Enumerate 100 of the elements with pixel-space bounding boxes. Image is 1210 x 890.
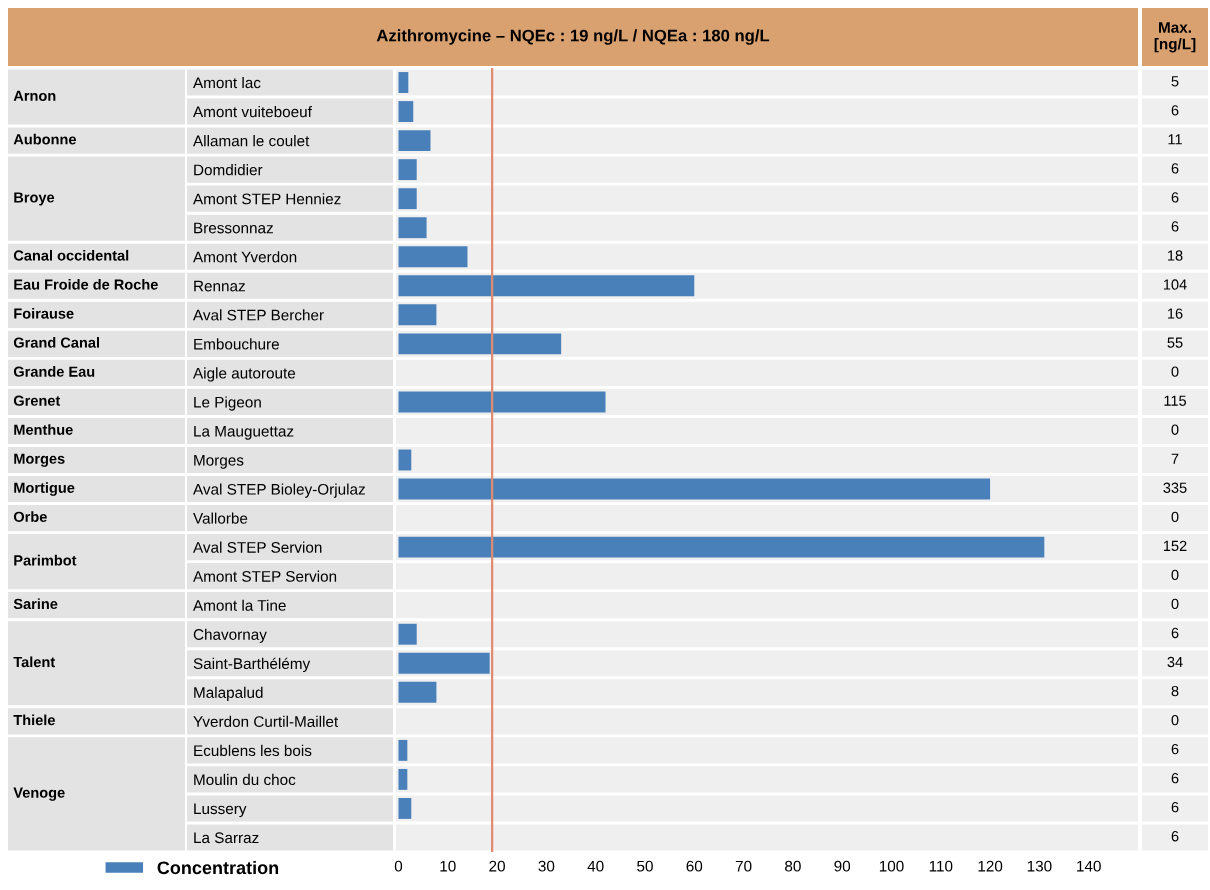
- legend-label: Concentration: [157, 860, 279, 875]
- bar: [398, 130, 431, 152]
- text: 0: [1171, 598, 1179, 610]
- bar: [398, 72, 409, 93]
- x-tick-label: 90: [834, 860, 851, 872]
- category-label: Menthue: [14, 424, 73, 435]
- text: 11: [1168, 134, 1182, 145]
- category-label: Grenet: [13, 395, 61, 406]
- x-tick-label: 10: [440, 860, 456, 872]
- text: 0: [1171, 511, 1179, 522]
- y-tick-label: Embouchure: [194, 338, 279, 350]
- category-label: Sarine: [13, 598, 58, 610]
- category-label: Foirause: [14, 308, 74, 319]
- text: 55: [1167, 337, 1183, 348]
- bar: [398, 681, 437, 703]
- bar: [398, 391, 606, 413]
- category-label: Thiele: [13, 714, 55, 726]
- category-label: Canal occidental: [13, 249, 129, 261]
- category-label: Mortigue: [14, 482, 75, 496]
- y-tick-label: Rennaz: [194, 280, 245, 292]
- category-label: Orbe: [13, 511, 47, 522]
- y-tick-label: Bressonnaz: [194, 222, 273, 234]
- text: 115: [1164, 395, 1187, 406]
- bar: [398, 333, 562, 355]
- x-tick-label: 120: [978, 860, 1003, 872]
- text: 152: [1163, 540, 1187, 552]
- text: 6: [1171, 221, 1179, 232]
- x-tick-label: 0: [394, 860, 403, 872]
- x-tick-label: 40: [587, 860, 604, 872]
- y-tick-label: Aigle autoroute: [193, 367, 296, 382]
- category-label: Grand Canal: [13, 337, 99, 348]
- bar: [398, 739, 408, 761]
- bar: [398, 188, 417, 210]
- y-tick-label: Le Pigeon: [194, 396, 261, 411]
- y-tick-label: Aval STEP Bercher: [193, 309, 324, 321]
- x-tick-label: 130: [1027, 860, 1052, 872]
- text: Max. [ng/L]: [1154, 22, 1196, 53]
- y-tick-label: La Sarraz: [194, 832, 259, 844]
- chart-title: Azithromycine – NQEc : 19 ng/L / NQEa : 180 ng/L: [376, 29, 770, 45]
- y-tick-label: Malapalud: [194, 686, 263, 701]
- y-tick-label: Ecublens les bois: [194, 744, 312, 757]
- y-tick-label: Chavornay: [193, 628, 267, 643]
- category-label: Broye: [14, 192, 55, 206]
- bar: [398, 101, 414, 123]
- x-tick-label: 20: [489, 860, 505, 872]
- x-tick-label: 140: [1077, 860, 1101, 872]
- text: 6: [1171, 627, 1179, 639]
- y-tick-label: Vallorbe: [193, 512, 248, 524]
- category-label: Arnon: [13, 90, 56, 101]
- text: 5: [1171, 76, 1179, 87]
- x-tick-label: 70: [735, 860, 752, 872]
- y-tick-label: Amont la Tine: [193, 599, 286, 611]
- category-label: Aubonne: [13, 133, 76, 145]
- y-tick-label: Domdidier: [194, 164, 263, 176]
- text: 6: [1171, 743, 1179, 755]
- text: 8: [1171, 685, 1179, 697]
- y-tick-label: Lussery: [194, 803, 247, 818]
- y-tick-label: Yverdon Curtil-Maillet: [193, 715, 339, 728]
- y-tick-label: Amont STEP Henniez: [193, 193, 341, 205]
- text: 6: [1171, 163, 1179, 174]
- text: 0: [1171, 714, 1179, 726]
- y-tick-label: Moulin du choc: [194, 773, 296, 786]
- y-tick-label: Aval STEP Servion: [193, 541, 322, 553]
- bar: [398, 159, 417, 181]
- x-tick-label: 100: [879, 860, 904, 872]
- category-label: Venoge: [13, 787, 65, 801]
- y-tick-label: Allaman le coulet: [193, 135, 310, 147]
- bar: [398, 304, 437, 326]
- bar: [398, 449, 412, 471]
- text: 0: [1171, 424, 1179, 435]
- x-tick-label: 60: [686, 860, 703, 872]
- bar: [398, 652, 490, 674]
- y-tick-label: Amont Yverdon: [193, 251, 297, 263]
- x-tick-label: 110: [929, 860, 953, 872]
- y-tick-label: Amont STEP Servion: [193, 570, 337, 582]
- category-label: Grande Eau: [13, 366, 95, 377]
- bar: [398, 768, 408, 790]
- text: 335: [1163, 482, 1187, 493]
- bar: [398, 217, 427, 239]
- text: 18: [1168, 250, 1183, 261]
- category-label: Talent: [13, 656, 55, 668]
- text: 6: [1171, 831, 1179, 842]
- category-label: Parimbot: [14, 554, 77, 566]
- y-tick-label: Morges: [194, 455, 244, 469]
- y-tick-label: Aval STEP Bioley-Orjulaz: [193, 483, 365, 498]
- text: 6: [1171, 802, 1179, 813]
- x-tick-label: 30: [538, 860, 555, 872]
- bar: [398, 623, 417, 645]
- y-tick-label: La Mauguettaz: [194, 425, 294, 440]
- y-tick-label: Amont lac: [193, 76, 261, 89]
- bar: [398, 246, 468, 268]
- category-label: Eau Froide de Roche: [14, 278, 158, 290]
- y-tick-label: Saint-Barthélémy: [193, 657, 311, 673]
- x-tick-label: 50: [637, 860, 653, 872]
- text: 0: [1171, 569, 1179, 581]
- text: 6: [1171, 773, 1179, 784]
- text: 104: [1163, 279, 1187, 290]
- text: 6: [1171, 192, 1179, 203]
- y-tick-label: Amont vuiteboeuf: [193, 106, 312, 118]
- text: 7: [1171, 453, 1179, 464]
